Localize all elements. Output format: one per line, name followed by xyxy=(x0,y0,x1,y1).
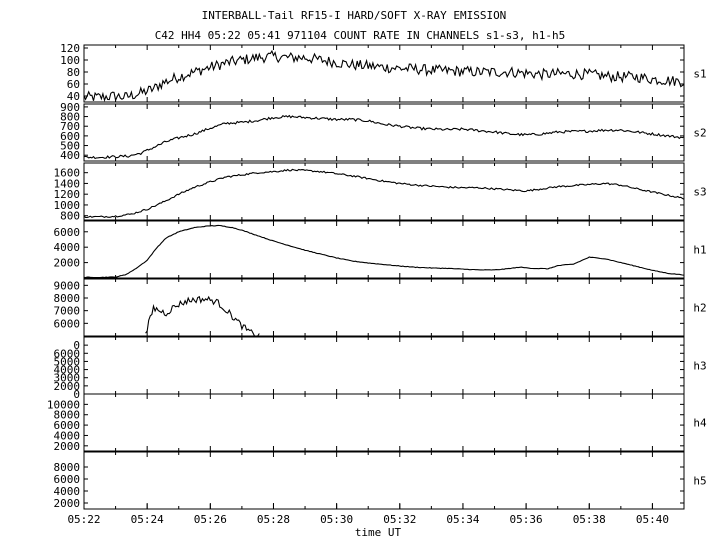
y-tick-label: 8000 xyxy=(54,292,81,305)
y-tick-label: 6000 xyxy=(54,473,81,486)
y-tick-label: 9000 xyxy=(54,279,81,292)
trace-s2 xyxy=(83,114,685,160)
y-tick-label: 3000 xyxy=(54,372,81,385)
y-tick-label: 400 xyxy=(60,149,80,162)
y-tick-label: 1600 xyxy=(54,167,81,180)
x-axis: 05:22 05:24 05:26 05:28 05:30 05:32 05:34 05:36… xyxy=(67,503,669,526)
x-tick-label: 05:36 xyxy=(510,513,543,526)
y-tick-label: 6000 xyxy=(54,419,81,432)
y-tick-label: 120 xyxy=(60,42,80,55)
trace-s1 xyxy=(83,49,685,103)
y-tick-label: 0 xyxy=(73,388,80,401)
y-tick-label: 600 xyxy=(60,130,80,143)
channel-label: s2 xyxy=(693,127,706,140)
y-tick-label: 0 xyxy=(73,339,80,352)
panel-frame xyxy=(83,393,685,452)
x-tick-label: 05:22 xyxy=(67,513,100,526)
x-tick-label: 05:38 xyxy=(573,513,606,526)
panel-frame xyxy=(83,103,685,162)
channel-label: h2 xyxy=(693,302,706,315)
panel-h1: 6000 4000 2000 h1 xyxy=(54,220,707,279)
y-tick-label: 800 xyxy=(60,210,80,223)
x-tick-label: 05:40 xyxy=(636,513,669,526)
trace-h1 xyxy=(83,224,685,279)
chart-subtitle: C42 HH4 05:22 05:41 971104 COUNT RATE IN… xyxy=(155,29,566,42)
y-tick-label: 1400 xyxy=(54,177,81,190)
panel-frame xyxy=(83,278,685,337)
y-tick-label: 2000 xyxy=(54,380,81,393)
y-tick-label: 900 xyxy=(60,101,80,114)
y-tick-label: 6000 xyxy=(54,347,81,360)
x-tick-label: 05:28 xyxy=(257,513,290,526)
y-tick-label: 100 xyxy=(60,54,80,67)
y-tick-label: 2000 xyxy=(54,497,81,510)
channel-label: h5 xyxy=(693,475,706,488)
x-tick-label: 05:34 xyxy=(446,513,479,526)
y-tick-label: 6000 xyxy=(54,226,81,239)
panel-frame xyxy=(83,220,685,279)
panel-frame xyxy=(83,162,685,221)
trace-s3 xyxy=(83,168,685,219)
y-tick-label: 5000 xyxy=(54,355,81,368)
y-tick-label: 40 xyxy=(67,90,80,103)
y-tick-label: 1000 xyxy=(54,199,81,212)
y-tick-label: 4000 xyxy=(54,429,81,442)
channel-label: s1 xyxy=(693,68,706,81)
y-tick-label: 7000 xyxy=(54,305,81,318)
y-tick-label: 8000 xyxy=(54,409,81,422)
panel-frame xyxy=(83,44,685,103)
y-tick-label: 10000 xyxy=(47,398,80,411)
channel-label: s3 xyxy=(693,186,706,199)
y-tick-label: 60 xyxy=(67,78,80,91)
y-tick-label: 1200 xyxy=(54,188,81,201)
y-tick-label: 4000 xyxy=(54,241,81,254)
x-tick-label: 05:26 xyxy=(194,513,227,526)
y-tick-label: 6000 xyxy=(54,317,81,330)
y-tick-label: 4000 xyxy=(54,485,81,498)
x-tick-label: 05:32 xyxy=(383,513,416,526)
channel-label: h1 xyxy=(693,244,706,257)
channel-label: h4 xyxy=(693,417,707,430)
x-tick-label: 05:24 xyxy=(131,513,164,526)
panel-frame xyxy=(83,336,685,395)
y-tick-label: 80 xyxy=(67,66,80,79)
panel-frame xyxy=(83,451,685,510)
y-tick-label: 4000 xyxy=(54,364,81,377)
chart-title: INTERBALL-Tail RF15-I HARD/SOFT X-RAY EM… xyxy=(202,9,507,22)
y-tick-label: 2000 xyxy=(54,257,81,270)
x-axis-label: time UT xyxy=(355,526,402,539)
y-tick-label: 8000 xyxy=(54,461,81,474)
y-tick-label: 2000 xyxy=(54,440,81,453)
x-tick-label: 05:30 xyxy=(320,513,353,526)
trace-h2 xyxy=(145,295,260,337)
panels-group: 120100806040s1900800700600500400s2160014… xyxy=(47,42,707,510)
y-tick-label: 500 xyxy=(60,140,80,153)
y-tick-label: 700 xyxy=(60,120,80,133)
channel-label: h3 xyxy=(693,360,706,373)
y-tick-label: 800 xyxy=(60,111,80,124)
